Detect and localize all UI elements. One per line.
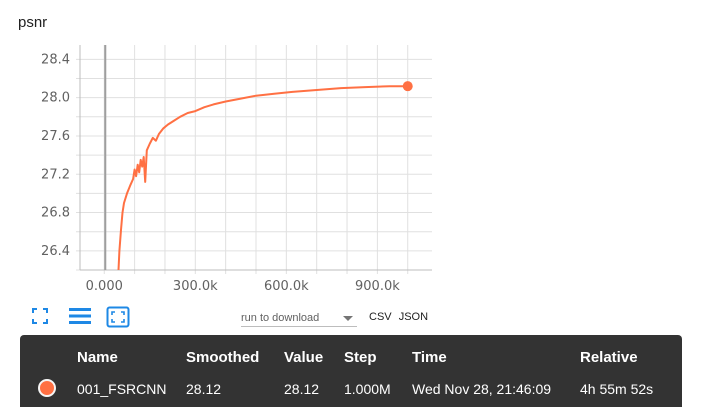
y-tick-label: 26.4 [41, 244, 70, 259]
hover-point-marker [402, 81, 413, 92]
y-tick-label: 27.2 [41, 167, 70, 182]
csv-link[interactable]: CSV [369, 311, 392, 323]
run-name: 001_FSRCNN [77, 381, 167, 397]
lines-icon[interactable] [68, 306, 91, 328]
header-name: Name [77, 349, 118, 366]
json-link[interactable]: JSON [398, 311, 429, 323]
chevron-down-icon [343, 315, 353, 321]
x-tick-label: 900.0k [355, 279, 400, 294]
header-time: Time [412, 349, 447, 366]
psnr-chart[interactable]: 26.4 26.8 27.2 27.6 28.0 28.4 0.000 300.0k 600.0… [0, 0, 726, 300]
download-links: CSV JSON [369, 311, 428, 323]
relative-value: 4h 55m 52s [580, 381, 654, 397]
x-tick-label: 300.0k [173, 279, 218, 294]
fullscreen-icon[interactable] [30, 306, 52, 328]
y-tick-label: 26.8 [41, 206, 70, 221]
x-tick-label: 600.0k [264, 279, 309, 294]
run-color-swatch [38, 379, 56, 397]
run-to-download-select[interactable]: run to download [241, 312, 357, 327]
chart-title: psnr [18, 14, 48, 31]
y-tick-label: 28.0 [41, 91, 70, 106]
y-tick-label: 27.6 [41, 129, 70, 144]
time-value: Wed Nov 28, 21:46:09 [412, 381, 552, 397]
header-step: Step [344, 349, 377, 366]
y-tick-label: 28.4 [41, 52, 70, 67]
raw-value: 28.12 [284, 381, 320, 397]
chart-tooltip: Name Smoothed Value Step Time Relative 0… [20, 335, 682, 407]
step-value: 1.000M [344, 381, 391, 397]
header-smoothed: Smoothed [186, 349, 260, 366]
x-tick-label: 0.000 [86, 279, 123, 294]
download-placeholder: run to download [241, 312, 320, 324]
header-value: Value [284, 349, 324, 366]
series-line-001_FSRCNN [117, 85, 408, 271]
download-row: run to download CSV JSON [241, 311, 428, 327]
header-relative: Relative [580, 349, 638, 366]
fit-domain-icon[interactable] [106, 306, 130, 328]
smoothed-value: 28.12 [186, 381, 222, 397]
